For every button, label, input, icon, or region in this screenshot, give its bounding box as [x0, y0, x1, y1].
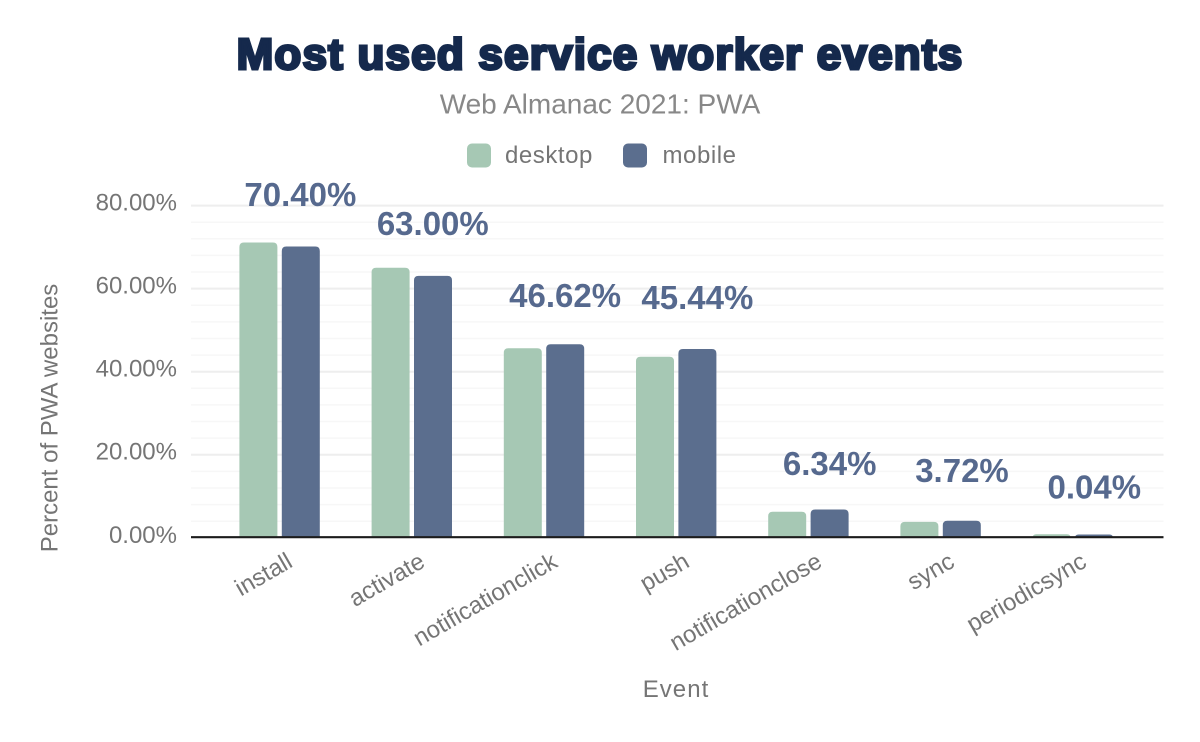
svg-text:70.40%: 70.40% [244, 176, 356, 213]
svg-text:20.00%: 20.00% [96, 439, 177, 466]
svg-text:63.00%: 63.00% [377, 205, 489, 242]
svg-text:45.44%: 45.44% [641, 279, 753, 316]
svg-text:60.00%: 60.00% [96, 273, 177, 300]
svg-text:desktop: desktop [505, 142, 593, 169]
svg-text:3.72%: 3.72% [915, 452, 1009, 489]
svg-text:mobile: mobile [663, 142, 737, 169]
svg-text:46.62%: 46.62% [509, 277, 621, 314]
svg-text:Web Almanac 2021: PWA: Web Almanac 2021: PWA [440, 89, 761, 120]
svg-text:Most used service worker event: Most used service worker events [237, 30, 964, 79]
svg-text:Percent of PWA websites: Percent of PWA websites [37, 284, 64, 553]
svg-text:0.00%: 0.00% [109, 522, 177, 549]
svg-text:Event: Event [643, 676, 710, 703]
svg-text:40.00%: 40.00% [96, 356, 177, 383]
svg-text:0.04%: 0.04% [1048, 468, 1142, 505]
svg-text:80.00%: 80.00% [96, 190, 177, 217]
svg-text:6.34%: 6.34% [783, 445, 877, 482]
